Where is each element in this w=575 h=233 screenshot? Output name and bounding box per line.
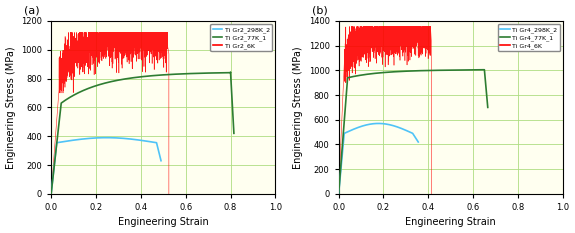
X-axis label: Engineering Strain: Engineering Strain bbox=[118, 217, 209, 227]
Text: (b): (b) bbox=[312, 6, 327, 16]
Y-axis label: Engineering Stress (MPa): Engineering Stress (MPa) bbox=[293, 46, 303, 169]
X-axis label: Engineering Strain: Engineering Strain bbox=[405, 217, 496, 227]
Text: (a): (a) bbox=[24, 6, 40, 16]
Legend: Ti Gr4_298K_2, Ti Gr4_77K_1, Ti Gr4_6K: Ti Gr4_298K_2, Ti Gr4_77K_1, Ti Gr4_6K bbox=[498, 24, 559, 51]
Y-axis label: Engineering Stress (MPa): Engineering Stress (MPa) bbox=[6, 46, 16, 169]
Legend: Ti Gr2_298K_2, Ti Gr2_77K_1, Ti Gr2_6K: Ti Gr2_298K_2, Ti Gr2_77K_1, Ti Gr2_6K bbox=[210, 24, 272, 51]
